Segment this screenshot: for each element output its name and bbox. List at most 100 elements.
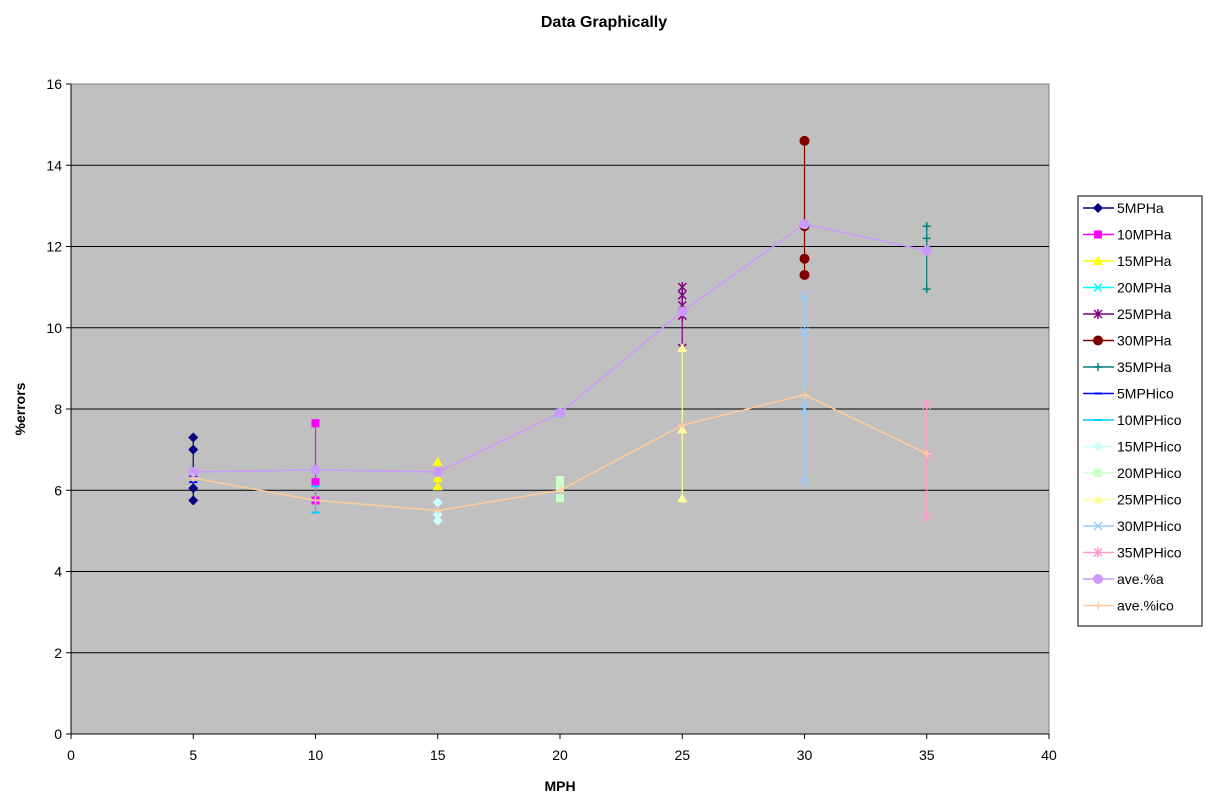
data-point bbox=[799, 269, 810, 280]
data-point bbox=[922, 285, 931, 294]
y-tick-label: 4 bbox=[54, 564, 62, 580]
data-point bbox=[921, 245, 932, 256]
data-point bbox=[677, 306, 688, 317]
data-point bbox=[799, 135, 810, 146]
data-point bbox=[432, 466, 443, 477]
legend-item: 20MPHa bbox=[1083, 280, 1172, 296]
x-tick-label: 20 bbox=[552, 747, 568, 763]
x-tick-label: 30 bbox=[797, 747, 813, 763]
legend-item: 35MPHico bbox=[1083, 545, 1182, 561]
data-point bbox=[188, 444, 199, 455]
x-tick-label: 5 bbox=[189, 747, 197, 763]
gridlines bbox=[71, 164, 1049, 654]
legend-label: ave.%a bbox=[1117, 571, 1164, 587]
legend-item: 15MPHa bbox=[1083, 253, 1172, 269]
data-point bbox=[922, 511, 932, 522]
legend-marker bbox=[1093, 203, 1103, 213]
y-tick-label: 2 bbox=[54, 645, 62, 661]
data-point bbox=[922, 399, 932, 410]
legend-item: 15MPHico bbox=[1083, 439, 1182, 455]
x-axis-title: MPH bbox=[544, 778, 575, 794]
data-point bbox=[799, 404, 810, 414]
legend-marker bbox=[1093, 574, 1103, 584]
data-point bbox=[188, 466, 199, 477]
series-5MPHa bbox=[188, 432, 199, 506]
x-tick-label: 10 bbox=[308, 747, 324, 763]
data-point bbox=[799, 290, 810, 300]
data-point bbox=[556, 476, 564, 485]
legend-marker bbox=[1093, 441, 1103, 452]
x-tick-label: 15 bbox=[430, 747, 446, 763]
legend-label: 25MPHa bbox=[1117, 306, 1172, 322]
data-point bbox=[922, 234, 931, 243]
data-point bbox=[310, 464, 321, 475]
legend-item: 30MPHa bbox=[1083, 333, 1172, 349]
legend-label: 5MPHico bbox=[1117, 386, 1174, 402]
data-point bbox=[799, 327, 810, 337]
legend-marker bbox=[1093, 335, 1103, 346]
legend-label: 15MPHa bbox=[1117, 253, 1172, 269]
series-ave.%ico bbox=[189, 390, 931, 515]
y-tick-label: 12 bbox=[46, 239, 62, 255]
legend-label: 30MPHico bbox=[1117, 518, 1182, 534]
data-point bbox=[432, 515, 443, 526]
data-point bbox=[800, 390, 809, 399]
data-point bbox=[311, 496, 320, 505]
x-tick-label: 40 bbox=[1041, 747, 1057, 763]
legend-marker bbox=[1094, 363, 1102, 371]
data-point bbox=[311, 478, 320, 487]
legend-marker bbox=[1094, 469, 1102, 477]
legend-label: 35MPHico bbox=[1117, 545, 1182, 561]
data-point bbox=[189, 474, 198, 483]
data-point bbox=[188, 432, 199, 443]
legend-item: 25MPHa bbox=[1083, 306, 1172, 322]
y-tick-label: 14 bbox=[46, 157, 62, 173]
y-tick-label: 6 bbox=[54, 482, 62, 498]
data-point bbox=[432, 473, 443, 483]
legend-label: 25MPHico bbox=[1117, 492, 1182, 508]
chart-title: Data Graphically bbox=[541, 14, 667, 31]
legend-label: 20MPHico bbox=[1117, 465, 1182, 481]
legend-item: 10MPHa bbox=[1083, 227, 1172, 243]
y-tick-label: 8 bbox=[54, 401, 62, 417]
legend: 5MPHa 10MPHa 15MPHa 20MPHa 25MPHa 30MPHa 35MPH… bbox=[1077, 195, 1203, 627]
legend-marker bbox=[1093, 256, 1103, 265]
data-point bbox=[432, 497, 443, 508]
legend-marker bbox=[1094, 230, 1102, 239]
data-point bbox=[188, 495, 199, 506]
legend-item: 20MPHico bbox=[1083, 465, 1182, 481]
y-tick-label: 16 bbox=[46, 76, 62, 92]
y-tick-label: 0 bbox=[54, 726, 62, 742]
legend-item: 5MPHico bbox=[1083, 386, 1174, 402]
series-30MPHico bbox=[799, 290, 810, 487]
data-point bbox=[678, 421, 687, 430]
data-point bbox=[433, 506, 442, 515]
legend-label: 5MPHa bbox=[1117, 200, 1164, 216]
data-point bbox=[556, 494, 564, 503]
x-tick-label: 0 bbox=[67, 747, 75, 763]
legend-label: 20MPHa bbox=[1117, 280, 1172, 296]
legend-marker bbox=[1093, 547, 1103, 558]
data-point bbox=[555, 408, 565, 419]
x-tick-label: 25 bbox=[674, 747, 690, 763]
legend-item: 25MPHico bbox=[1083, 492, 1182, 508]
data-point bbox=[432, 456, 443, 466]
legend-item: ave.%a bbox=[1083, 571, 1164, 587]
legend-marker bbox=[1093, 521, 1103, 531]
legend-label: ave.%ico bbox=[1117, 598, 1174, 614]
legend-label: 30MPHa bbox=[1117, 333, 1172, 349]
legend-label: 10MPHa bbox=[1117, 227, 1172, 243]
data-point bbox=[922, 449, 931, 458]
data-point bbox=[432, 481, 443, 491]
y-axis-title: %errors bbox=[12, 382, 28, 435]
data-point bbox=[556, 486, 564, 495]
legend-item: ave.%ico bbox=[1083, 598, 1174, 614]
data-point bbox=[799, 219, 810, 230]
legend-item: 5MPHa bbox=[1083, 200, 1164, 216]
legend-marker bbox=[1093, 309, 1103, 319]
data-point bbox=[922, 222, 931, 231]
legend-label: 35MPHa bbox=[1117, 359, 1172, 375]
data-point bbox=[432, 509, 443, 520]
series-ave.%a bbox=[188, 219, 932, 477]
